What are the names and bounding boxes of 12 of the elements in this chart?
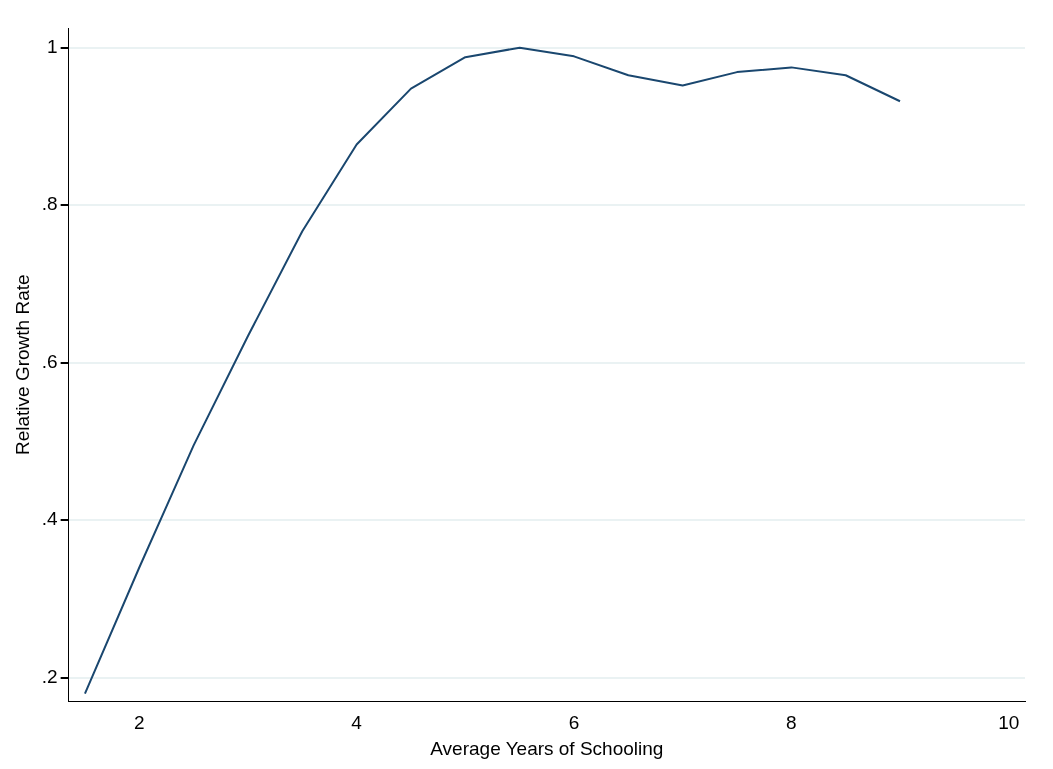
y-axis-title: Relative Growth Rate — [11, 274, 33, 455]
x-tick-label: 4 — [351, 712, 363, 734]
x-tick-label: 2 — [134, 712, 145, 734]
x-axis-title: Average Years of Schooling — [430, 737, 664, 759]
x-tick-label: 8 — [786, 712, 797, 734]
x-tick-label: 10 — [998, 712, 1020, 734]
y-tick-label: .2 — [41, 666, 58, 688]
y-tick-label: .6 — [41, 350, 58, 372]
y-tick-label: .8 — [41, 193, 58, 215]
x-tick-label: 6 — [568, 712, 580, 734]
y-tick-label: .4 — [41, 508, 59, 530]
y-tick-label: 1 — [47, 35, 58, 57]
